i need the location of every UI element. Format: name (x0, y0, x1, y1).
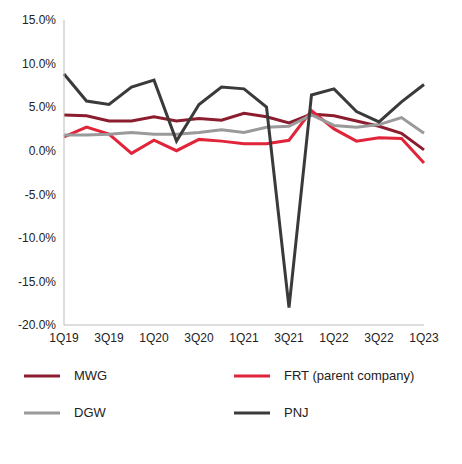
svg-text:0.0%: 0.0% (29, 144, 57, 158)
html-text:MWG: MWG (74, 368, 108, 383)
svg-text:15.0%: 15.0% (22, 13, 56, 27)
html-text:FRT (parent company): FRT (parent company) (284, 368, 415, 383)
svg-text:-15.0%: -15.0% (18, 275, 56, 289)
svg-text:3Q22: 3Q22 (364, 331, 394, 345)
html-text:PNJ: PNJ (284, 405, 309, 420)
svg-text:1Q20: 1Q20 (139, 331, 169, 345)
svg-text:1Q21: 1Q21 (229, 331, 259, 345)
svg-text:10.0%: 10.0% (22, 57, 56, 71)
html-text:DGW: DGW (74, 405, 106, 420)
svg-text:3Q20: 3Q20 (184, 331, 214, 345)
svg-text:1Q22: 1Q22 (319, 331, 349, 345)
svg-text:1Q19: 1Q19 (49, 331, 79, 345)
svg-text:3Q21: 3Q21 (274, 331, 304, 345)
svg-text:1Q23: 1Q23 (409, 331, 439, 345)
svg-text:3Q19: 3Q19 (94, 331, 124, 345)
svg-text:-5.0%: -5.0% (25, 188, 57, 202)
svg-text:-20.0%: -20.0% (18, 318, 56, 332)
svg-text:-10.0%: -10.0% (18, 231, 56, 245)
svg-text:5.0%: 5.0% (29, 100, 57, 114)
